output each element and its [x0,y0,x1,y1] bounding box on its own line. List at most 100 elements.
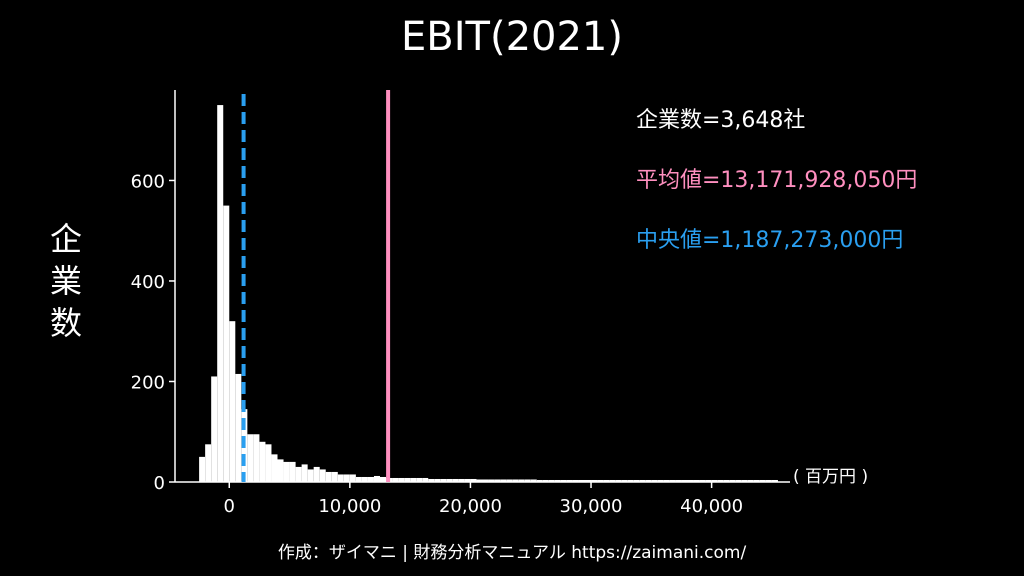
histogram-bar [597,479,604,482]
histogram-bar [422,477,429,482]
histogram-bar [747,479,754,482]
histogram-bar [765,479,772,482]
histogram-bar [699,479,706,482]
y-axis-label-char: 数 [49,304,82,342]
histogram-bar [235,373,242,482]
histogram-bar [729,479,736,482]
histogram-bar [669,479,676,482]
histogram-bar [585,479,592,482]
histogram-bar [410,477,417,482]
y-tick-label: 400 [131,272,165,293]
histogram-bar [651,479,658,482]
histogram-bar [735,479,742,482]
histogram-bar [464,478,471,482]
histogram-bar [524,479,531,482]
histogram-bar [380,476,387,482]
histogram-bar [446,478,453,482]
y-axis-label-char: 企 [49,220,82,258]
histogram-bar [229,321,236,482]
histogram-bar [645,479,652,482]
histogram-bar [542,479,549,482]
histogram-bar [223,205,230,483]
histogram-bar [759,479,766,482]
histogram-bar [675,479,682,482]
histogram-bar [578,479,585,482]
histogram-bar [663,479,670,482]
histogram-bar [603,479,610,482]
histogram-bar [373,475,380,482]
y-tick-label: 600 [131,171,165,192]
x-tick-label: 40,000 [680,496,743,517]
x-axis-unit-label: ( 百万円 ) [793,467,869,487]
histogram-bar [283,461,290,482]
histogram-bar [440,478,447,482]
histogram-bar [518,479,525,482]
stats-panel: 企業数=3,648社 平均値=13,171,928,050円 中央値=1,187… [636,104,917,284]
histogram-bar [307,469,314,482]
x-tick-label: 30,000 [560,496,623,517]
median-value-text: 中央値=1,187,273,000円 [636,228,904,253]
histogram-bar [325,471,332,482]
histogram-bar [741,479,748,482]
histogram-bar [566,479,573,482]
histogram-bar [609,479,616,482]
histogram-bar [560,479,567,482]
histogram-bar [681,479,688,482]
x-tick-label: 0 [224,496,235,517]
histogram-bar [247,434,254,482]
histogram-bar [639,479,646,482]
source-footer: 作成：ザイマニ | 財務分析マニュアル https://zaimani.com/ [277,543,747,563]
histogram-bar [500,479,507,482]
histogram-bar [404,477,411,482]
histogram-bar [355,476,362,482]
histogram-bar [361,476,368,482]
histogram-bar [265,444,272,482]
chart-title: EBIT(2021) [401,14,623,60]
histogram-bar [548,479,555,482]
histogram-bar [398,477,405,482]
histogram-bar [687,479,694,482]
histogram-bar [277,459,284,482]
histogram-bar [488,479,495,482]
histogram-bar [530,479,537,482]
histogram-bar [470,478,477,482]
histogram-bar [434,478,441,482]
histogram-bar [627,479,634,482]
histogram-bar [705,479,712,482]
histogram-bar [657,479,664,482]
histogram-bar [476,479,483,482]
histogram-bar [301,464,308,482]
histogram-bar [253,434,260,482]
histogram-bar [494,479,501,482]
histogram-bar [506,479,513,482]
mean-value-text: 平均値=13,171,928,050円 [636,168,918,193]
company-count-text: 企業数=3,648社 [636,108,806,133]
histogram-bar [271,454,278,482]
histogram-bar [536,479,543,482]
histogram-bar [428,478,435,482]
x-tick-label: 10,000 [318,496,381,517]
histogram-bar [717,479,724,482]
y-tick-label: 0 [154,473,165,494]
histogram-bar [199,456,206,482]
histogram-bar [554,479,561,482]
histogram-bar [693,479,700,482]
histogram-bar [452,478,459,482]
histogram-bar [217,105,224,483]
histogram-bar [259,441,266,482]
y-axis-label: 企 業 数 [44,218,88,344]
y-tick-label: 200 [131,372,165,393]
histogram-bar [512,479,519,482]
histogram-bar [572,479,579,482]
histogram-bar [723,479,730,482]
histogram-bar [205,444,212,482]
histogram-bar [633,479,640,482]
histogram-bar [458,478,465,482]
histogram-bar [331,471,338,482]
histogram-bar [753,479,760,482]
histogram-bar [289,461,296,482]
histogram-bar [295,466,302,482]
histogram-bar [349,474,356,482]
histogram-bar [621,479,628,482]
